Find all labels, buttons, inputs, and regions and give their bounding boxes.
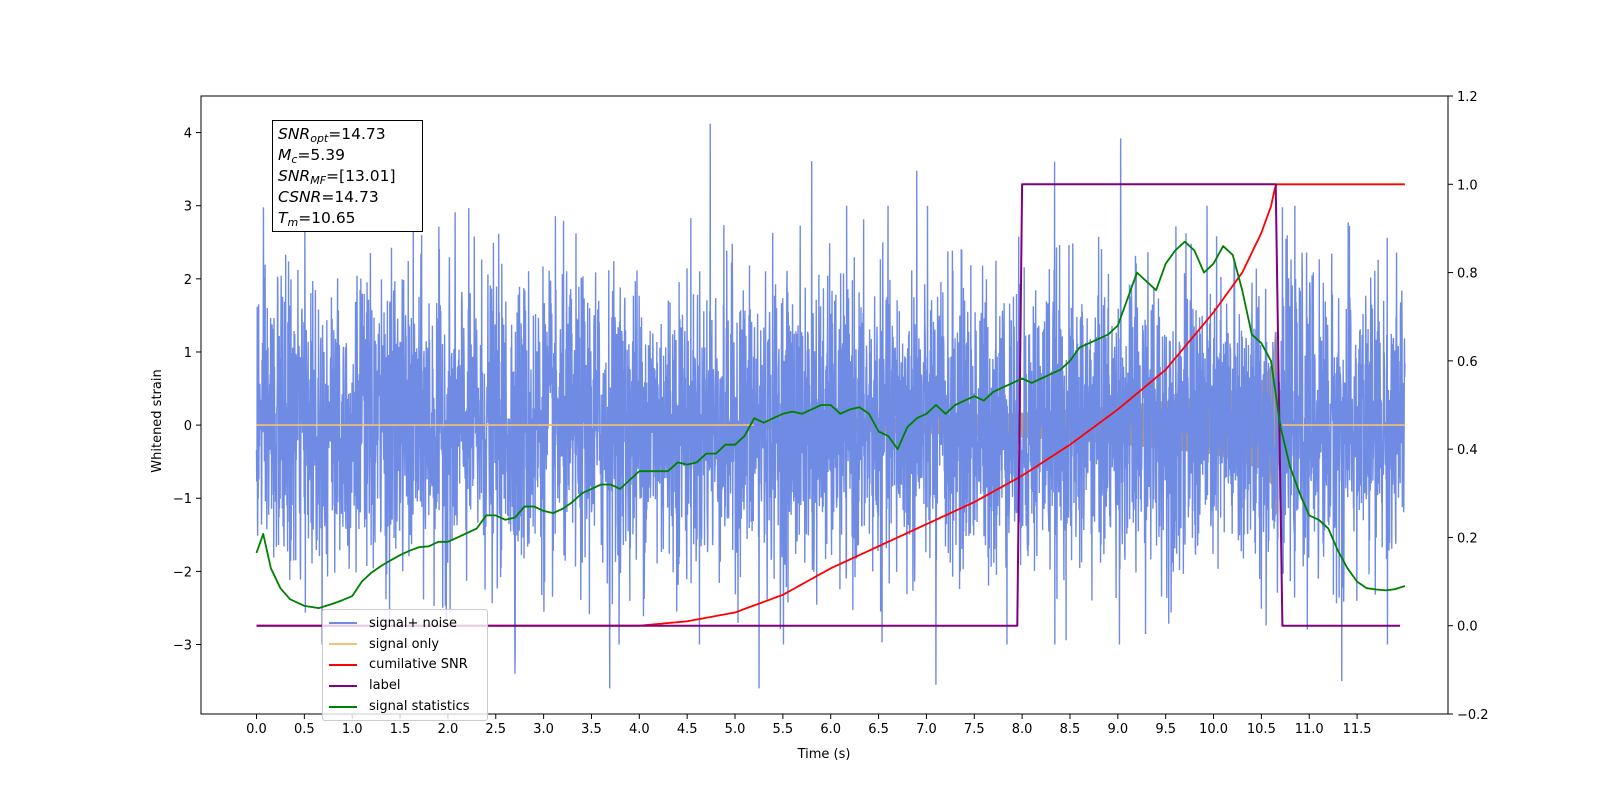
y2-tick-label: 0.2 [1457, 531, 1478, 546]
x-axis-label: Time (s) [797, 747, 851, 762]
x-tick-label: 4.5 [677, 722, 698, 737]
x-tick-label: 3.0 [533, 722, 554, 737]
x-tick-label: 1.0 [342, 722, 363, 737]
signal-statistics-line [255, 240, 1406, 609]
x-axis: 0.0 0.5 1.0 1.5 2.0 2.5 3.0 3.5 4.0 4.5 5.0 5.5 6.0 6… [246, 714, 1372, 737]
snr-opt-annotation: SNRopt=14.73 [278, 125, 386, 145]
y-tick-label: 2 [184, 273, 192, 288]
legend-item-cumulative-snr: cumilative SNR [329, 655, 483, 676]
x-tick-label: 9.5 [1155, 722, 1176, 737]
signal-noise-line [255, 123, 1406, 689]
metrics-annotation-box: SNRopt=14.73 Mc=5.39 SNRMF=[13.01] CSNR=… [272, 120, 423, 232]
x-tick-label: 11.0 [1295, 722, 1324, 737]
x-tick-label: 9.0 [1107, 722, 1128, 737]
legend-item-signal-only: signal only [329, 634, 483, 655]
legend-label-signal-statistics: signal statistics [369, 699, 470, 715]
x-tick-label: 3.5 [581, 722, 602, 737]
y2-tick-label: 1.0 [1457, 178, 1478, 193]
x-tick-label: 2.0 [438, 722, 459, 737]
x-tick-label: 1.5 [390, 722, 411, 737]
y-tick-label: 1 [184, 346, 192, 361]
x-tick-label: 2.5 [485, 722, 506, 737]
x-tick-label: 0.0 [246, 722, 267, 737]
legend-swatch-signal-statistics [329, 705, 357, 708]
y2-tick-label: 0.8 [1457, 267, 1478, 282]
legend-label-signal-noise: signal+ noise [369, 615, 458, 631]
x-tick-label: 5.0 [725, 722, 746, 737]
y-tick-label: 4 [184, 127, 192, 142]
x-tick-label: 11.5 [1343, 722, 1372, 737]
legend-swatch-signal-noise [329, 622, 357, 625]
x-tick-label: 8.5 [1060, 722, 1081, 737]
y-tick-label: −2 [173, 565, 192, 580]
legend-item-signal-noise: signal+ noise [329, 613, 483, 634]
legend-item-signal-statistics: signal statistics [329, 696, 483, 717]
legend-label-cumulative-snr: cumilative SNR [369, 657, 468, 673]
chirp-mass-annotation: Mc=5.39 [278, 146, 345, 166]
x-tick-label: 4.0 [629, 722, 650, 737]
label-line [256, 183, 1401, 627]
x-tick-label: 7.5 [964, 722, 985, 737]
y-axis-label: Whitened strain [150, 369, 165, 472]
legend-label-label: label [369, 678, 401, 694]
x-tick-label: 10.5 [1247, 722, 1276, 737]
x-tick-label: 8.0 [1012, 722, 1033, 737]
y-axis-left: −3 −2 −1 0 1 2 3 4 [173, 127, 201, 654]
x-tick-label: 0.5 [294, 722, 315, 737]
snr-mf-value: =[13.01] [326, 167, 396, 185]
x-tick-label: 10.0 [1199, 722, 1228, 737]
y2-tick-label: 1.2 [1457, 90, 1478, 105]
y-axis-right: −0.2 0.0 0.2 0.4 0.6 0.8 1.0 1.2 [1448, 90, 1489, 723]
legend-swatch-signal-only [329, 643, 357, 646]
y2-tick-label: 0.0 [1457, 620, 1478, 635]
y-tick-label: −3 [173, 639, 192, 654]
snr-mf-annotation: SNRMF=[13.01] [278, 167, 396, 187]
y-tick-label: 3 [184, 200, 192, 215]
y2-tick-label: 0.6 [1457, 355, 1478, 370]
y2-tick-label: −0.2 [1457, 708, 1489, 723]
signal-noise-layer [255, 123, 1406, 689]
x-tick-label: 6.0 [820, 722, 841, 737]
y2-tick-label: 0.4 [1457, 443, 1478, 458]
legend: signal+ noise signal only cumilative SNR… [322, 609, 488, 721]
chirp-mass-value: =5.39 [297, 146, 345, 164]
y-tick-label: 0 [184, 419, 192, 434]
y-tick-label: −1 [173, 492, 192, 507]
x-tick-label: 7.0 [916, 722, 937, 737]
x-tick-label: 5.5 [773, 722, 794, 737]
snr-opt-value: =14.73 [328, 125, 386, 143]
legend-label-signal-only: signal only [369, 636, 440, 652]
legend-swatch-cumulative-snr [329, 663, 357, 666]
legend-item-label: label [329, 675, 483, 696]
plot-frame [200, 95, 1449, 715]
csnr-value: =14.73 [321, 188, 379, 206]
merger-time-annotation: Tm=10.65 [278, 209, 356, 229]
merger-time-value: =10.65 [298, 209, 356, 227]
csnr-annotation: CSNR=14.73 [278, 188, 379, 206]
legend-swatch-label [329, 684, 357, 687]
x-tick-label: 6.5 [868, 722, 889, 737]
